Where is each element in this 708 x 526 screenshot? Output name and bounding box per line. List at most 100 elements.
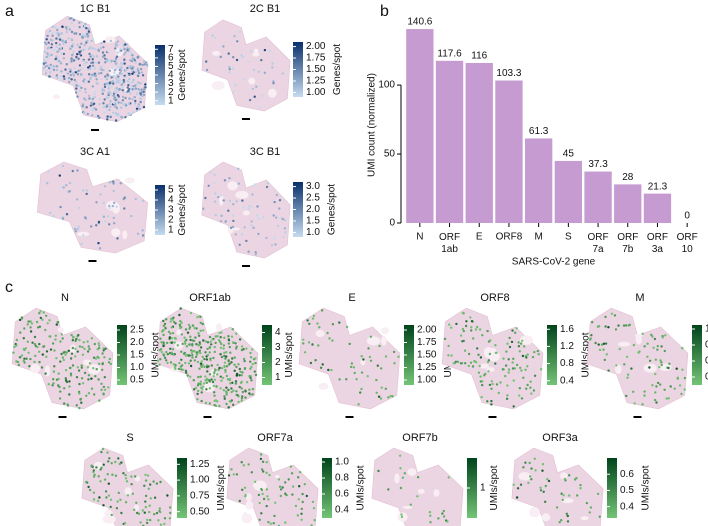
spot: [48, 29, 52, 33]
spot: [56, 321, 60, 324]
spot: [67, 25, 70, 29]
spot: [276, 224, 280, 228]
spot: [149, 497, 152, 500]
spot: [158, 363, 161, 366]
spot: [155, 511, 159, 515]
spot: [49, 65, 52, 68]
colorbar-label: UMIs/spot: [580, 332, 591, 377]
spot: [135, 107, 139, 111]
spot: [490, 399, 493, 403]
spot: [238, 367, 241, 371]
colorbar-tick-label: 1.75: [306, 53, 326, 64]
spot: [240, 233, 244, 236]
spot: [80, 366, 84, 369]
spot: [97, 72, 101, 75]
spot: [208, 387, 212, 390]
colorbar-tick-label: 1.2: [560, 341, 574, 352]
spot: [254, 251, 257, 254]
spot: [22, 347, 25, 351]
spot: [43, 345, 46, 348]
spot: [249, 49, 253, 53]
spot: [443, 337, 447, 341]
spot: [55, 323, 58, 326]
spot: [507, 358, 510, 361]
spot: [253, 480, 257, 483]
spot: [61, 25, 64, 28]
spot: [86, 32, 89, 36]
spot: [119, 79, 122, 82]
spot: [119, 498, 122, 501]
tissue-hole: [634, 333, 643, 338]
spot: [479, 380, 482, 383]
spot: [242, 78, 245, 81]
spot: [213, 394, 216, 397]
spot: [153, 513, 156, 516]
spot: [198, 341, 201, 344]
spot: [99, 47, 103, 50]
spot: [103, 185, 107, 188]
spot: [62, 75, 66, 78]
spot: [233, 356, 236, 359]
spot: [122, 472, 125, 475]
spot: [65, 28, 68, 31]
spot: [85, 106, 88, 109]
tissue: [586, 307, 689, 410]
spot: [81, 353, 85, 356]
spot: [102, 504, 105, 507]
spot: [353, 371, 356, 375]
spot: [656, 348, 659, 351]
spot: [76, 84, 79, 88]
colorbar-tick-label: 2: [168, 215, 174, 226]
spot: [447, 354, 450, 357]
spot: [653, 337, 657, 341]
spot: [112, 189, 115, 193]
spot: [625, 394, 628, 398]
colorbar-tick-label: 1.50: [306, 64, 326, 75]
bar: [435, 60, 464, 223]
spot: [78, 25, 81, 29]
panel-title: ORF7a: [257, 432, 293, 444]
spot: [241, 371, 244, 374]
spot: [446, 520, 449, 523]
spot: [376, 364, 379, 367]
spot: [240, 387, 243, 390]
spot: [462, 329, 465, 333]
spot: [180, 321, 183, 324]
spot: [126, 47, 129, 50]
y-tick-label: 0: [389, 218, 395, 229]
spot: [257, 493, 261, 497]
spot: [194, 386, 198, 390]
spot: [477, 353, 480, 356]
spot: [95, 78, 98, 81]
spot: [137, 71, 141, 75]
tissue-hole: [617, 341, 631, 347]
spot: [237, 363, 240, 366]
spot: [119, 182, 122, 185]
spot: [632, 390, 635, 393]
spot: [52, 65, 55, 68]
spot: [265, 504, 268, 508]
spot: [107, 361, 111, 364]
spot: [560, 492, 563, 495]
value-label: 45: [563, 149, 575, 160]
spot: [87, 345, 90, 348]
spot: [219, 353, 222, 356]
spot: [65, 62, 69, 66]
spot: [93, 95, 97, 99]
spot: [62, 57, 66, 60]
tissue-hole: [57, 327, 64, 333]
spot: [33, 360, 36, 364]
spot: [511, 361, 514, 364]
spot: [114, 104, 117, 107]
spot: [143, 511, 146, 514]
colorbar-tick-label: 2.5: [130, 325, 144, 336]
spot: [462, 339, 465, 343]
spot: [542, 490, 545, 493]
spot: [95, 201, 98, 204]
tissue-hole: [402, 505, 413, 509]
spot: [487, 359, 491, 362]
spot: [517, 341, 520, 344]
spot: [169, 332, 172, 335]
spot: [233, 363, 236, 366]
spot: [103, 356, 106, 359]
